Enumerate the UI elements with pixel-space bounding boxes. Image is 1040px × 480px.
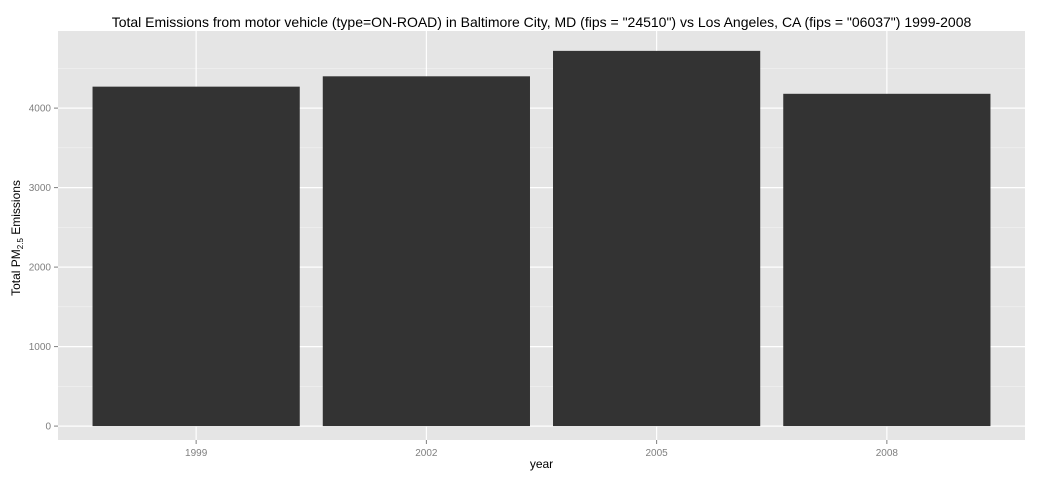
x-tick-label: 2008 [876, 448, 899, 459]
x-tick-label: 2002 [415, 448, 438, 459]
y-axis-label: Total PM2.5 Emissions [8, 180, 26, 296]
chart-title: Total Emissions from motor vehicle (type… [111, 14, 972, 30]
x-tick-label: 1999 [185, 448, 208, 459]
y-tick-label: 3000 [29, 183, 52, 194]
x-axis-label: year [529, 457, 554, 471]
y-tick-label: 1000 [29, 342, 52, 353]
bar-2005 [553, 50, 761, 427]
bar-1999 [92, 86, 300, 427]
y-tick-label: 0 [45, 422, 51, 433]
x-tick-label: 2005 [645, 448, 668, 459]
bar-2002 [322, 76, 530, 427]
bar-2008 [783, 93, 991, 427]
y-tick-label: 2000 [29, 263, 52, 274]
y-tick-label: 4000 [29, 104, 52, 115]
